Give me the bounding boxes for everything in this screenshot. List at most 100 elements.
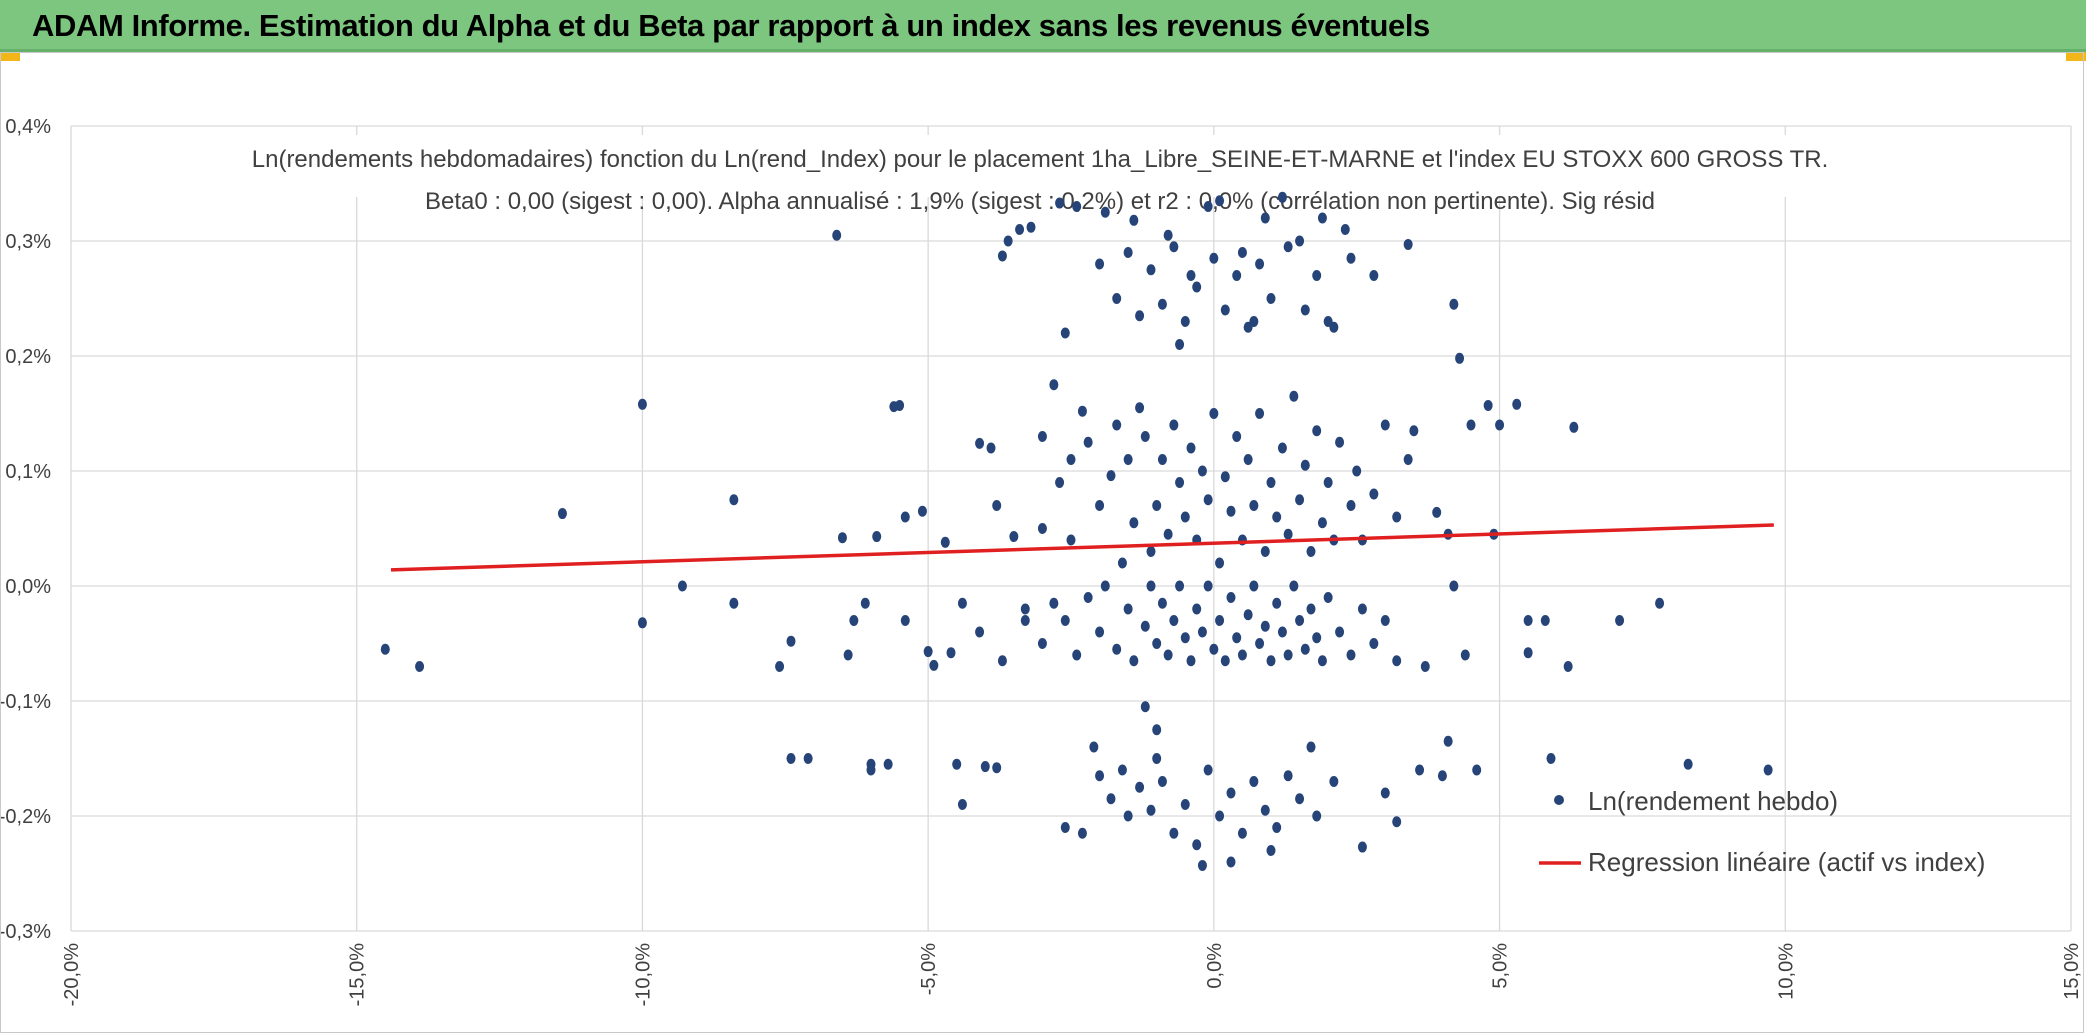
corner-marker-left bbox=[0, 52, 20, 61]
data-point bbox=[1163, 528, 1173, 540]
data-point bbox=[1169, 241, 1179, 253]
data-point bbox=[1152, 500, 1162, 511]
data-point bbox=[1180, 632, 1190, 644]
data-point bbox=[1295, 494, 1305, 506]
data-point bbox=[1066, 454, 1076, 465]
data-point bbox=[872, 531, 882, 543]
data-point bbox=[1317, 517, 1327, 529]
data-point bbox=[1272, 822, 1282, 833]
chart-title-line1: Ln(rendements hebdomadaires) fonction du… bbox=[252, 146, 1829, 173]
data-point bbox=[1312, 425, 1322, 437]
y-tick-label: -0,3% bbox=[1, 921, 51, 943]
data-point bbox=[1403, 238, 1413, 250]
data-point bbox=[1003, 235, 1013, 247]
data-point bbox=[786, 753, 796, 764]
data-point bbox=[1323, 592, 1333, 603]
data-point bbox=[1186, 655, 1196, 667]
data-point bbox=[1055, 477, 1065, 488]
page-title: ADAM Informe. Estimation du Alpha et du … bbox=[32, 8, 1430, 43]
data-point bbox=[843, 649, 853, 661]
data-point bbox=[1392, 655, 1402, 667]
data-point bbox=[1232, 431, 1242, 442]
data-point bbox=[1352, 465, 1362, 477]
data-point bbox=[1083, 436, 1093, 448]
data-point bbox=[1163, 229, 1173, 241]
data-point bbox=[1220, 655, 1230, 667]
data-point bbox=[1237, 827, 1247, 839]
data-point bbox=[1403, 454, 1413, 465]
data-point bbox=[1129, 214, 1139, 226]
data-point bbox=[1215, 557, 1225, 569]
y-tick-label: -0,2% bbox=[1, 806, 51, 828]
data-point bbox=[1215, 615, 1225, 626]
data-point bbox=[1186, 442, 1196, 454]
data-point bbox=[1443, 735, 1453, 747]
data-point bbox=[1266, 845, 1276, 856]
data-point bbox=[557, 508, 567, 520]
data-point bbox=[1226, 592, 1236, 603]
data-point bbox=[1077, 405, 1087, 417]
data-point bbox=[1512, 398, 1522, 410]
data-point bbox=[1277, 626, 1287, 638]
data-point bbox=[1123, 603, 1133, 615]
data-point bbox=[1369, 638, 1379, 649]
data-point bbox=[1083, 592, 1093, 603]
data-point bbox=[1197, 859, 1207, 871]
regression-line bbox=[390, 523, 1774, 572]
data-point bbox=[1140, 431, 1150, 442]
data-point bbox=[900, 615, 910, 626]
data-point bbox=[1112, 293, 1122, 304]
legend: Ln(rendement hebdo) Regression linéaire … bbox=[1539, 786, 1985, 877]
y-tick-label: 0,3% bbox=[5, 231, 51, 253]
data-point bbox=[883, 758, 893, 770]
data-points bbox=[380, 191, 1773, 871]
data-point bbox=[1615, 615, 1625, 626]
data-point bbox=[1295, 235, 1305, 247]
data-point bbox=[1472, 764, 1482, 776]
data-point bbox=[1180, 511, 1190, 523]
data-point bbox=[1072, 201, 1082, 212]
data-point bbox=[1232, 270, 1242, 281]
data-point bbox=[1209, 408, 1219, 419]
data-point bbox=[1072, 649, 1082, 661]
y-axis-labels: 0,4% 0,3% 0,2% 0,1% 0,0% -0,1% -0,2% -0,3% bbox=[1, 116, 51, 943]
data-point bbox=[980, 761, 990, 773]
data-point bbox=[1140, 701, 1150, 713]
data-point bbox=[1157, 298, 1167, 310]
data-point bbox=[1169, 615, 1179, 626]
data-point bbox=[1220, 471, 1230, 483]
data-point bbox=[1135, 310, 1145, 322]
data-point bbox=[940, 536, 950, 548]
y-tick-label: -0,1% bbox=[1, 691, 51, 713]
data-point bbox=[1015, 224, 1025, 235]
data-point bbox=[1066, 534, 1076, 546]
data-point bbox=[1129, 655, 1139, 667]
data-point bbox=[1495, 419, 1505, 431]
data-point bbox=[986, 442, 996, 454]
data-point bbox=[1037, 431, 1047, 442]
data-point bbox=[1563, 661, 1573, 672]
data-point bbox=[1157, 454, 1167, 465]
data-point bbox=[1323, 477, 1333, 488]
data-point bbox=[1283, 241, 1293, 253]
data-point bbox=[1312, 270, 1322, 281]
data-point bbox=[1106, 470, 1116, 482]
data-point bbox=[1095, 258, 1105, 270]
x-tick-label: -10,0% bbox=[632, 943, 654, 1007]
data-point bbox=[849, 615, 859, 626]
data-point bbox=[1300, 643, 1310, 655]
data-point bbox=[1140, 620, 1150, 632]
data-point bbox=[860, 597, 870, 609]
data-point bbox=[1260, 212, 1270, 224]
data-point bbox=[1100, 580, 1110, 592]
data-point bbox=[1346, 500, 1356, 511]
data-point bbox=[1306, 741, 1316, 753]
data-point bbox=[1295, 793, 1305, 805]
data-point bbox=[1186, 270, 1196, 281]
data-point bbox=[917, 505, 927, 517]
y-tick-label: 0,4% bbox=[5, 116, 51, 138]
data-point bbox=[1203, 201, 1213, 212]
data-point bbox=[1117, 764, 1127, 776]
data-point bbox=[1346, 252, 1356, 264]
data-point bbox=[1060, 327, 1070, 339]
